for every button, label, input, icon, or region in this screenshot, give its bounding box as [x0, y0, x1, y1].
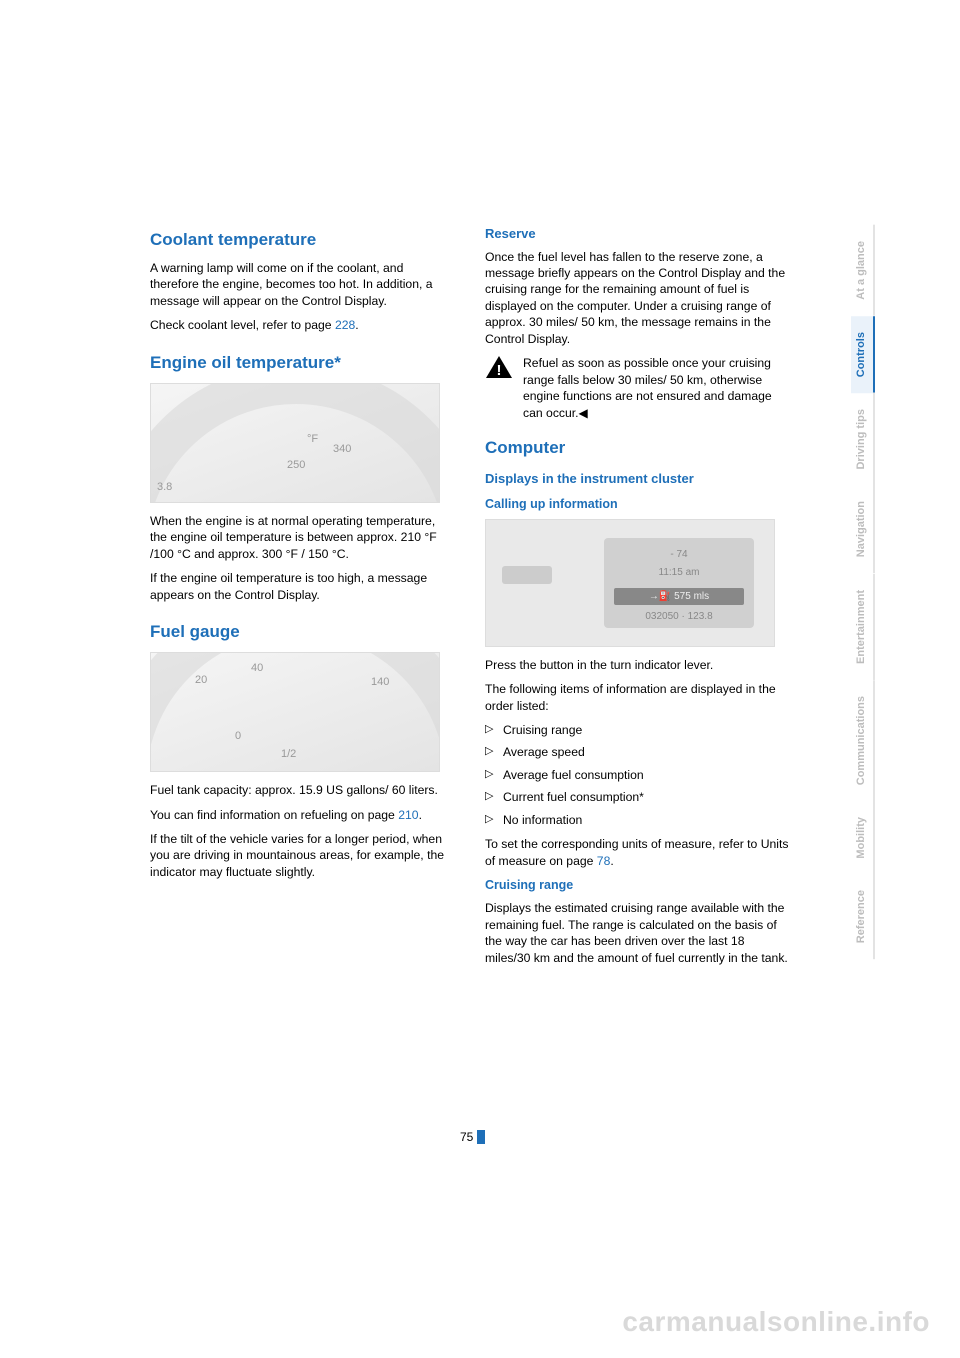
lever-icon — [502, 566, 552, 584]
coolant-text-2b: . — [355, 318, 358, 332]
dash-range: →⛽ 575 mls — [614, 588, 744, 606]
list-item: Cruising range — [485, 722, 790, 738]
computer-heading: Computer — [485, 437, 790, 460]
coolant-text-2a: Check coolant level, refer to page — [150, 318, 335, 332]
warning-icon: ! — [485, 355, 513, 379]
oil-text-2: If the engine oil temperature is too hig… — [150, 570, 455, 603]
oil-text-1: When the engine is at normal operating t… — [150, 513, 455, 562]
list-item: Current fuel consumption* — [485, 789, 790, 805]
dash-range-val: 575 mls — [674, 591, 709, 602]
coolant-heading: Coolant temperature — [150, 229, 455, 252]
fuel-text-1: Fuel tank capacity: approx. 15.9 US gall… — [150, 782, 455, 798]
fuel-text-3: If the tilt of the vehicle varies for a … — [150, 831, 455, 880]
cruising-sub: Cruising range — [485, 877, 790, 894]
press-text: Press the button in the turn indicator l… — [485, 657, 790, 673]
oil-fig-f: °F — [307, 432, 318, 447]
fuel-fig-40: 40 — [251, 661, 263, 676]
page-link-228[interactable]: 228 — [335, 318, 355, 332]
oil-fig-340: 340 — [333, 442, 351, 457]
tab-navigation[interactable]: Navigation — [851, 485, 875, 573]
oil-temp-figure: 250 340 °F 3.8 — [150, 383, 440, 503]
left-column: Coolant temperature A warning lamp will … — [150, 225, 455, 974]
oil-fig-38: 3.8 — [157, 480, 172, 495]
warning-block: ! Refuel as soon as possible once your c… — [485, 355, 790, 421]
fuel-figure: 20 40 140 0 1/2 — [150, 652, 440, 772]
dash-time: 11:15 am — [614, 566, 744, 580]
page-number-text: 75 — [460, 1130, 473, 1144]
dash-figure: - 74 11:15 am →⛽ 575 mls 032050 · 123.8 — [485, 519, 775, 647]
tab-mobility[interactable]: Mobility — [851, 801, 875, 875]
oil-temp-heading: Engine oil temperature* — [150, 352, 455, 375]
fuel-text-2b: . — [419, 808, 422, 822]
list-item: Average fuel consumption — [485, 767, 790, 783]
cruising-text: Displays the estimated cruising range av… — [485, 900, 790, 966]
tab-at-a-glance[interactable]: At a glance — [851, 225, 875, 316]
fuel-fig-20: 20 — [195, 673, 207, 688]
displays-sub: Displays in the instrument cluster — [485, 470, 790, 488]
coolant-text-2: Check coolant level, refer to page 228. — [150, 317, 455, 333]
info-list: Cruising range Average speed Average fue… — [485, 722, 790, 828]
dash-temp: - 74 — [614, 548, 744, 562]
fuel-heading: Fuel gauge — [150, 621, 455, 644]
coolant-text-1: A warning lamp will come on if the coola… — [150, 260, 455, 309]
fuel-fig-0: 0 — [235, 729, 241, 744]
page-link-210[interactable]: 210 — [398, 808, 418, 822]
following-text: The following items of information are d… — [485, 681, 790, 714]
reserve-heading: Reserve — [485, 225, 790, 243]
oil-fig-250: 250 — [287, 458, 305, 473]
tab-driving-tips[interactable]: Driving tips — [851, 393, 875, 486]
calling-sub: Calling up information — [485, 496, 790, 513]
right-column: Reserve Once the fuel level has fallen t… — [485, 225, 790, 974]
tab-entertainment[interactable]: Entertainment — [851, 574, 875, 680]
fuel-fig-half: 1/2 — [281, 747, 296, 762]
page-link-78[interactable]: 78 — [597, 854, 611, 868]
units-text-b: . — [610, 854, 613, 868]
side-tabs: At a glance Controls Driving tips Naviga… — [851, 225, 875, 960]
fuel-text-2: You can find information on refueling on… — [150, 807, 455, 823]
tab-communications[interactable]: Communications — [851, 680, 875, 801]
page-content: Coolant temperature A warning lamp will … — [150, 225, 790, 974]
dash-odo: 032050 · 123.8 — [614, 610, 744, 624]
dash-panel: - 74 11:15 am →⛽ 575 mls 032050 · 123.8 — [604, 538, 754, 628]
watermark: carmanualsonline.info — [622, 1306, 930, 1338]
fuel-fig-140: 140 — [371, 675, 389, 690]
svg-text:!: ! — [497, 362, 502, 379]
reserve-text: Once the fuel level has fallen to the re… — [485, 249, 790, 348]
units-text-a: To set the corresponding units of measur… — [485, 837, 788, 867]
page-number: 75 — [460, 1130, 485, 1144]
page-number-bar — [477, 1130, 485, 1144]
units-text: To set the corresponding units of measur… — [485, 836, 790, 869]
tab-controls[interactable]: Controls — [851, 316, 875, 393]
list-item: No information — [485, 812, 790, 828]
tab-reference[interactable]: Reference — [851, 874, 875, 959]
warning-text: Refuel as soon as possible once your cru… — [523, 355, 790, 421]
list-item: Average speed — [485, 744, 790, 760]
fuel-text-2a: You can find information on refueling on… — [150, 808, 398, 822]
